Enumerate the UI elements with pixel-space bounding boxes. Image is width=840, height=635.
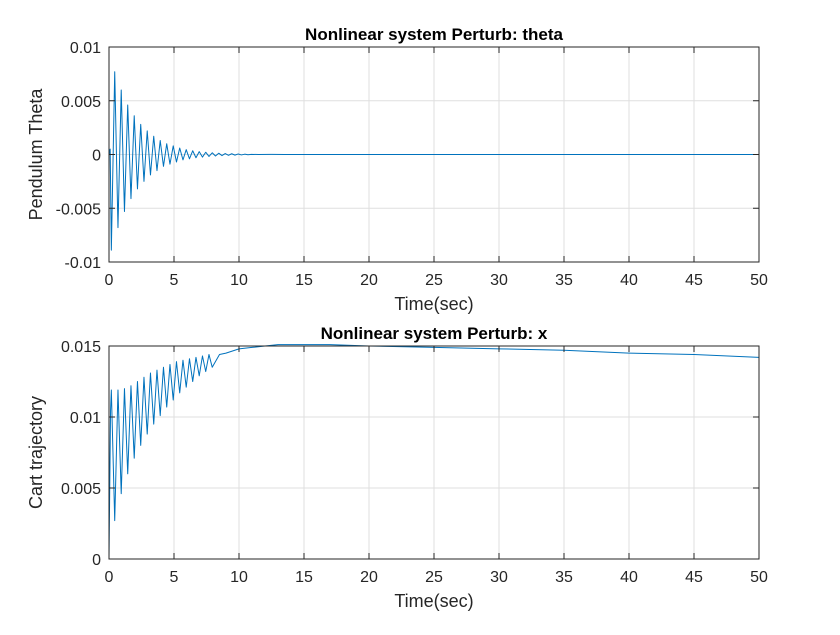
x-tick-label: 35 (555, 569, 573, 586)
x-tick-label: 20 (360, 569, 378, 586)
chart-title: Nonlinear system Perturb: theta (305, 25, 563, 44)
theta-subplot: 0 5 10 15 20 25 30 35 40 45 50 -0.01 -0.005 0 0.005 0.0… (26, 25, 768, 314)
x-tick-label: 35 (555, 272, 573, 289)
data-series-line (108, 344, 760, 560)
x-tick-label: 25 (425, 569, 443, 586)
y-tick-label: 0.01 (70, 410, 101, 427)
x-tick-label: 10 (230, 569, 248, 586)
data-series-line (108, 71, 759, 251)
x-axis-label: Time(sec) (394, 591, 473, 611)
y-tick-label: 0 (92, 148, 101, 165)
y-tick-label: 0.01 (70, 40, 101, 57)
x-tick-label: 45 (685, 569, 703, 586)
y-tick-label: 0 (92, 552, 101, 569)
chart-title: Nonlinear system Perturb: x (321, 324, 548, 343)
x-tick-label: 15 (295, 272, 313, 289)
x-tick-label: 5 (170, 569, 179, 586)
x-axis-label: Time(sec) (394, 294, 473, 314)
x-tick-label: 25 (425, 272, 443, 289)
x-tick-label: 50 (750, 272, 768, 289)
x-tick-label: 10 (230, 272, 248, 289)
y-tick-label: -0.005 (56, 201, 101, 218)
cart-subplot: 0 5 10 15 20 25 30 35 40 45 50 0 0.005 0.01 0.015 Nonli… (26, 324, 768, 611)
y-tick-label: 0.005 (61, 481, 101, 498)
y-tick-label: 0.015 (61, 339, 101, 356)
x-tick-label: 50 (750, 569, 768, 586)
y-axis-label: Cart trajectory (26, 396, 46, 509)
x-tick-label: 30 (490, 272, 508, 289)
x-tick-label: 0 (105, 569, 114, 586)
x-tick-label: 45 (685, 272, 703, 289)
y-axis-label: Pendulum Theta (26, 88, 46, 221)
x-tick-label: 30 (490, 569, 508, 586)
y-tick-label: 0.005 (61, 94, 101, 111)
x-tick-label: 40 (620, 569, 638, 586)
x-tick-label: 0 (105, 272, 114, 289)
x-tick-label: 5 (170, 272, 179, 289)
y-tick-label: -0.01 (65, 255, 102, 272)
x-tick-label: 20 (360, 272, 378, 289)
x-tick-label: 40 (620, 272, 638, 289)
x-tick-label: 15 (295, 569, 313, 586)
